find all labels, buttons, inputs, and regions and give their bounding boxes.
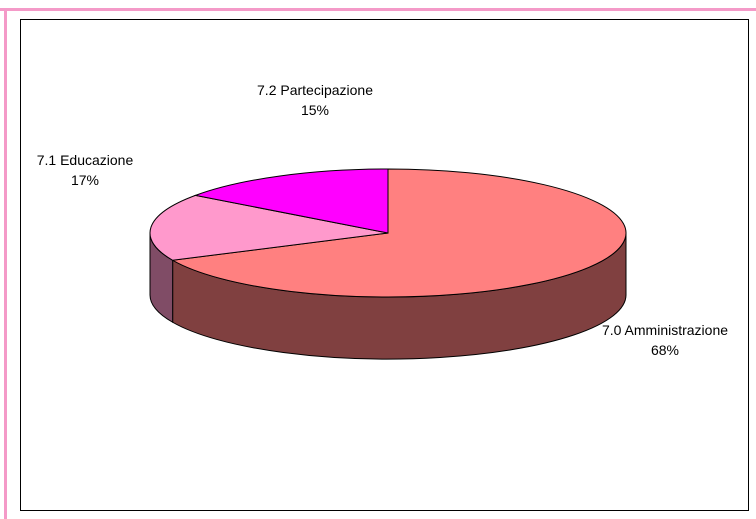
value-label: 15%: [300, 102, 330, 118]
value-label: 17%: [70, 172, 100, 188]
category-label: 7.0 Amministrazione: [601, 322, 729, 338]
chart-frame: [20, 19, 749, 511]
pink-border: [4, 8, 7, 519]
slice-label: 7.2 Partecipazione 15%: [245, 80, 385, 120]
pie-slice: [193, 168, 389, 234]
pie-slice: [171, 168, 627, 298]
category-label: 7.1 Educazione: [36, 152, 134, 168]
pie-slice: [149, 194, 389, 261]
pink-border: [0, 8, 756, 11]
value-label: 68%: [650, 342, 680, 358]
slice-label: 7.0 Amministrazione 68%: [585, 320, 745, 360]
slice-label: 7.1 Educazione 17%: [25, 150, 145, 190]
category-label: 7.2 Partecipazione: [257, 82, 373, 98]
